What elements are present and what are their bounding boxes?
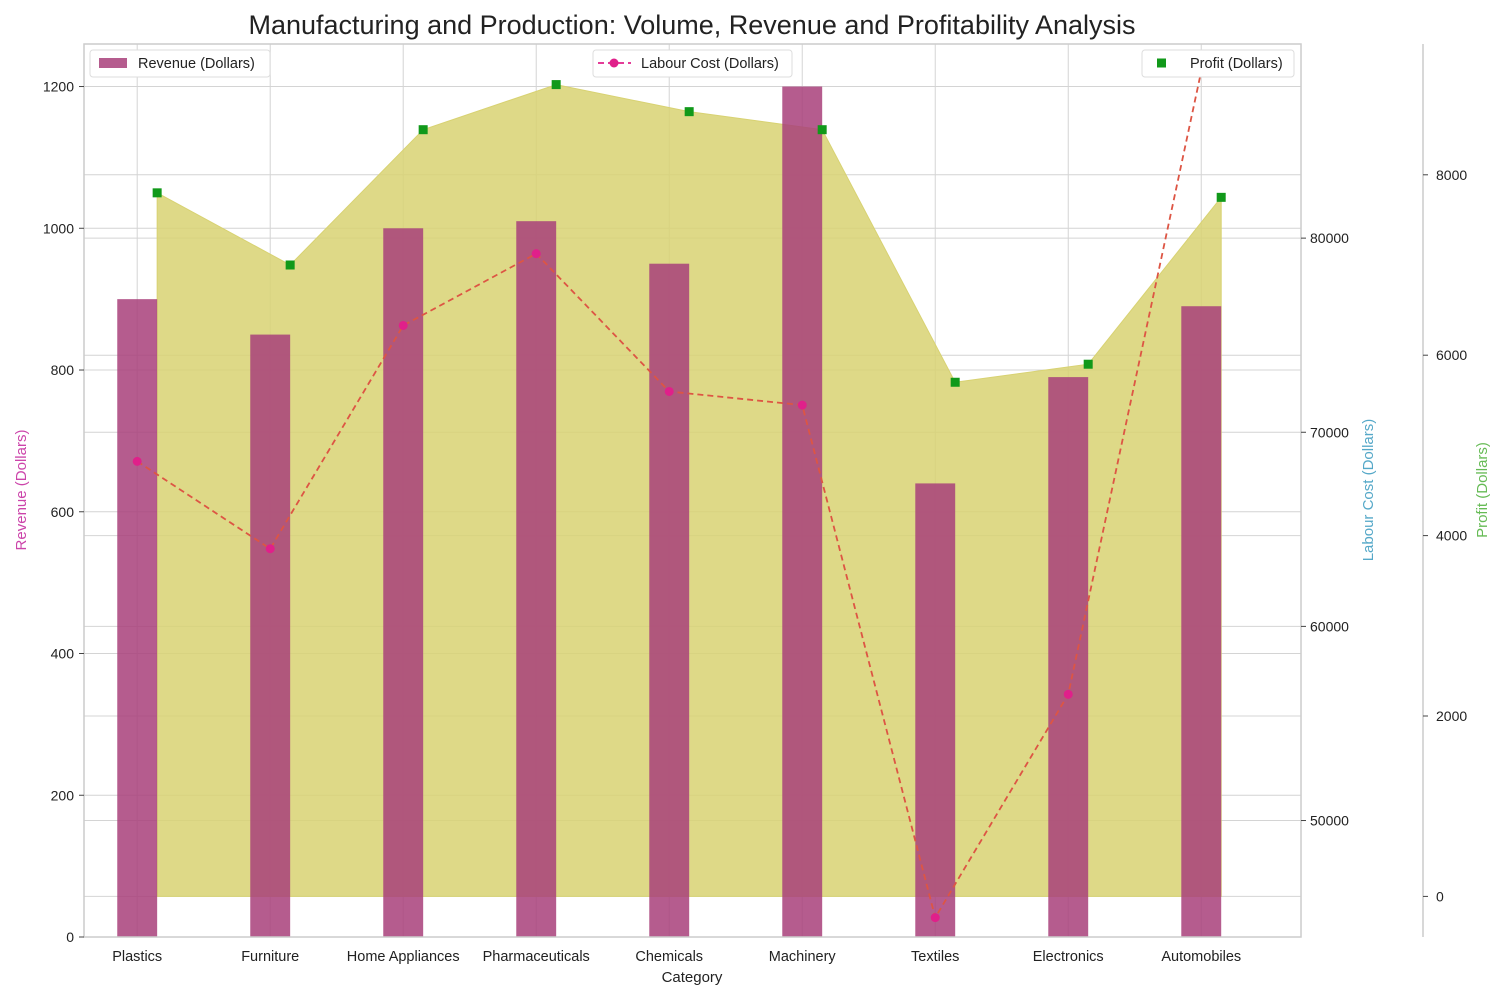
revenue-bar [117,299,158,938]
x-axis: Plastics Furniture Home Appliances Pharmace… [112,949,1241,965]
revenue-bar [250,334,291,938]
legends: Revenue (Dollars) Labour Cost (Dollars) Pr… [89,49,1295,78]
revenue-tick-label: 1200 [43,79,74,95]
x-tick-label: Plastics [112,949,162,965]
legend-swatch [1157,58,1166,68]
profit-tick-label: 2000 [1436,708,1467,724]
legend-bar: Revenue (Dollars) [89,49,271,78]
x-tick-label: Textiles [911,949,959,965]
labour-cost-point [265,544,275,554]
revenue-bar [649,263,690,937]
profit-point [152,188,162,198]
legend-line: Labour Cost (Dollars) [592,49,793,78]
profit-point [285,260,295,270]
legend-frame [592,49,793,78]
legend-label: Labour Cost (Dollars) [641,56,779,72]
x-tick-label: Electronics [1033,949,1104,965]
profit-tick-label: 6000 [1436,347,1467,363]
revenue-bar [915,483,956,937]
legend-frame [89,49,271,78]
labour-cost-axis: 50000 60000 70000 80000 [1301,230,1349,829]
chart-title: Manufacturing and Production: Volume, Re… [248,10,1135,40]
labour-cost-point [930,913,940,923]
legend-swatch-marker [609,58,619,68]
labour-cost-point [797,400,807,410]
profit-tick-label: 0 [1436,888,1444,904]
profit-axis-label: Profit (Dollars) [1474,442,1491,538]
profit-point [1083,359,1093,369]
profit-point [950,377,960,387]
labour-cost-axis-label: Labour Cost (Dollars) [1360,419,1377,562]
profit-points [152,80,1226,387]
labour-cost-point [132,456,142,466]
profit-point [817,125,827,135]
revenue-tick-label: 800 [51,362,75,378]
revenue-bars [117,86,1222,938]
labour-cost-tick-label: 50000 [1310,813,1349,829]
labour-cost-point [531,249,541,259]
x-tick-label: Home Appliances [347,949,460,965]
x-tick-label: Chemicals [635,949,703,965]
profit-point [418,125,428,135]
profit-axis: 0 2000 4000 6000 8000 [1422,44,1467,937]
profit-point [684,107,694,117]
revenue-tick-label: 600 [51,504,75,520]
labour-cost-tick-label: 60000 [1310,618,1349,634]
profit-point [551,80,561,90]
legend-label: Profit (Dollars) [1190,56,1283,72]
revenue-bar [1048,377,1089,938]
revenue-tick-label: 1000 [43,220,74,236]
x-axis-label: Category [662,969,723,986]
labour-cost-point [664,386,674,396]
labour-cost-tick-label: 70000 [1310,424,1349,440]
revenue-axis-label: Revenue (Dollars) [13,430,30,551]
profit-tick-label: 4000 [1436,528,1467,544]
plot-frame [83,43,1302,938]
x-tick-label: Furniture [241,949,299,965]
profit-point [1216,192,1226,202]
labour-cost-line [132,66,1206,923]
x-tick-label: Machinery [769,949,837,965]
revenue-bar [1181,306,1222,937]
labour-cost-point [398,320,408,330]
x-tick-label: Automobiles [1161,949,1241,965]
legend-scatter: Profit (Dollars) [1141,49,1295,78]
revenue-tick-label: 400 [51,646,75,662]
profit-tick-label: 8000 [1436,167,1467,183]
revenue-bar [383,228,424,937]
legend-label: Revenue (Dollars) [138,56,255,72]
revenue-axis: 0 200 400 600 800 1000 1200 [43,79,84,945]
x-tick-label: Pharmaceuticals [483,949,590,965]
revenue-tick-label: 0 [66,929,74,945]
revenue-bar [782,86,823,938]
legend-frame [1141,49,1295,78]
revenue-tick-label: 200 [51,787,75,803]
labour-cost-tick-label: 80000 [1310,230,1349,246]
labour-cost-point [1063,689,1073,699]
revenue-bar [516,221,557,937]
legend-swatch [99,58,127,68]
